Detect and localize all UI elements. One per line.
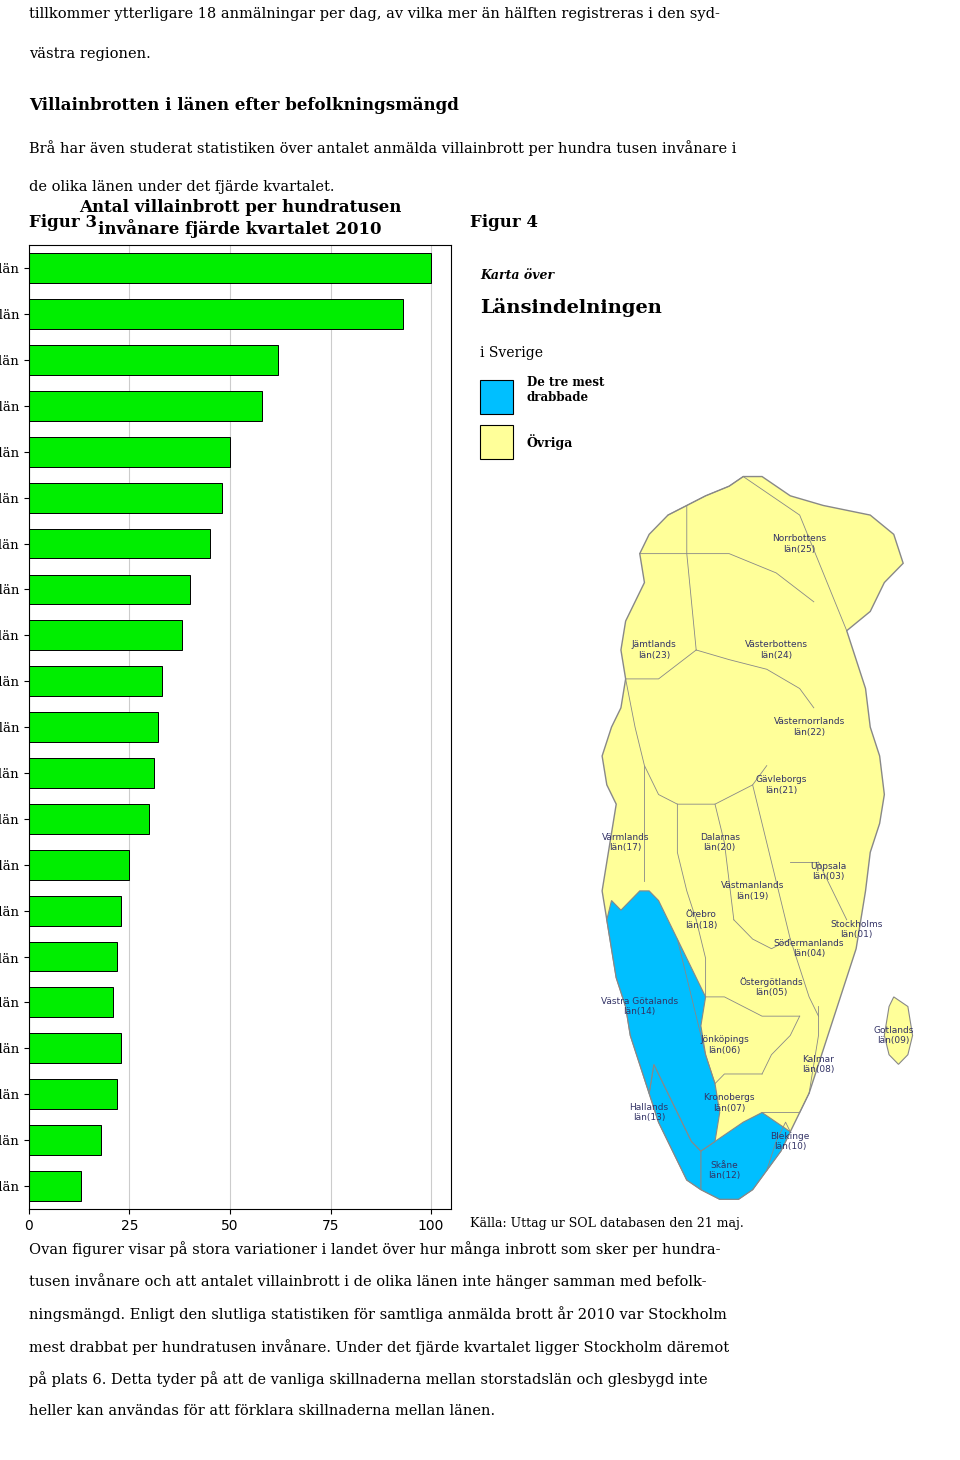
Text: Södermanlands
län(04): Södermanlands län(04) [774,939,845,958]
Bar [29,896,121,926]
Text: mest drabbat per hundratusen invånare. Under det fjärde kvartalet ligger Stockho: mest drabbat per hundratusen invånare. U… [29,1339,729,1355]
Bar [29,804,150,834]
Text: Figur 3: Figur 3 [29,215,97,231]
Bar [480,380,513,415]
Bar [29,345,278,375]
Bar [29,437,230,467]
Text: Norrbottens
län(25): Norrbottens län(25) [773,534,827,553]
Text: Ovan figurer visar på stora variationer i landet över hur många inbrott som sker: Ovan figurer visar på stora variationer … [29,1241,720,1257]
Text: västra regionen.: västra regionen. [29,47,151,61]
Text: Västra Götalands
län(14): Västra Götalands län(14) [601,997,679,1016]
Bar [29,850,130,880]
Bar [29,529,210,559]
Text: Östergötlands
län(05): Östergötlands län(05) [739,977,804,997]
Bar [29,575,190,604]
Text: heller kan användas för att förklara skillnaderna mellan länen.: heller kan användas för att förklara ski… [29,1405,495,1418]
Text: Blekinge
län(10): Blekinge län(10) [771,1132,810,1150]
Bar [29,1079,117,1110]
Text: i Sverige: i Sverige [480,346,542,361]
Text: Stockholms
län(01): Stockholms län(01) [830,920,882,939]
Text: Övriga: Övriga [527,434,573,450]
Text: på plats 6. Detta tyder på att de vanliga skillnaderna mellan storstadslän och g: på plats 6. Detta tyder på att de vanlig… [29,1371,708,1387]
Polygon shape [607,891,720,1150]
Text: Västmanlands
län(19): Västmanlands län(19) [721,882,784,901]
Bar [29,712,157,742]
Polygon shape [649,1064,701,1190]
Text: Brå har även studerat statistiken över antalet anmälda villainbrott per hundra t: Brå har även studerat statistiken över a… [29,140,736,156]
Bar [29,1034,121,1063]
Text: Figur 4: Figur 4 [470,215,539,231]
Text: Värmlands
län(17): Värmlands län(17) [602,834,649,853]
Text: Västerbottens
län(24): Västerbottens län(24) [745,641,807,660]
Text: Villainbrotten i länen efter befolkningsmängd: Villainbrotten i länen efter befolknings… [29,96,459,114]
Text: Dalarnas
län(20): Dalarnas län(20) [700,834,740,853]
Bar [29,620,181,650]
Bar [29,666,161,696]
Bar [29,483,222,512]
Text: Kalmar
län(08): Kalmar län(08) [803,1054,834,1075]
Text: Hallands
län(13): Hallands län(13) [630,1102,669,1123]
Text: Uppsala
län(03): Uppsala län(03) [810,861,846,882]
Text: ningsmängd. Enligt den slutliga statistiken för samtliga anmälda brott år 2010 v: ningsmängd. Enligt den slutliga statisti… [29,1307,727,1321]
Bar [29,942,117,971]
Bar [29,299,403,328]
Text: Källa: Uttag ur SOL databasen den 21 maj.: Källa: Uttag ur SOL databasen den 21 maj… [470,1218,744,1229]
Text: Jämtlands
län(23): Jämtlands län(23) [632,641,676,660]
Text: Länsindelningen: Länsindelningen [480,298,661,317]
Text: Jönköpings
län(06): Jönköpings län(06) [700,1035,749,1054]
Polygon shape [602,476,903,1199]
Bar [29,254,431,283]
Polygon shape [691,1113,790,1199]
Bar [480,425,513,460]
Bar [29,987,113,1018]
Text: de olika länen under det fjärde kvartalet.: de olika länen under det fjärde kvartale… [29,180,334,194]
Text: Gävleborgs
län(21): Gävleborgs län(21) [756,775,806,794]
Text: Västernorrlands
län(22): Västernorrlands län(22) [774,717,845,737]
Text: Kronobergs
län(07): Kronobergs län(07) [704,1094,755,1113]
Title: Antal villainbrott per hundratusen
invånare fjärde kvartalet 2010: Antal villainbrott per hundratusen invån… [79,199,401,238]
Bar [29,758,154,788]
Bar [29,1171,81,1200]
Bar [29,391,262,420]
Text: tusen invånare och att antalet villainbrott i de olika länen inte hänger samman : tusen invånare och att antalet villainbr… [29,1273,707,1289]
Bar [29,1126,101,1155]
Polygon shape [884,997,913,1064]
Text: tillkommer ytterligare 18 anmälningar per dag, av vilka mer än hälften registrer: tillkommer ytterligare 18 anmälningar pe… [29,7,720,22]
Text: Gotlands
län(09): Gotlands län(09) [874,1026,914,1045]
Text: De tre mest
drabbade: De tre mest drabbade [527,375,604,404]
Text: Örebro
län(18): Örebro län(18) [684,910,717,930]
Text: Karta över: Karta över [480,270,554,282]
Text: Skåne
län(12): Skåne län(12) [708,1161,740,1180]
